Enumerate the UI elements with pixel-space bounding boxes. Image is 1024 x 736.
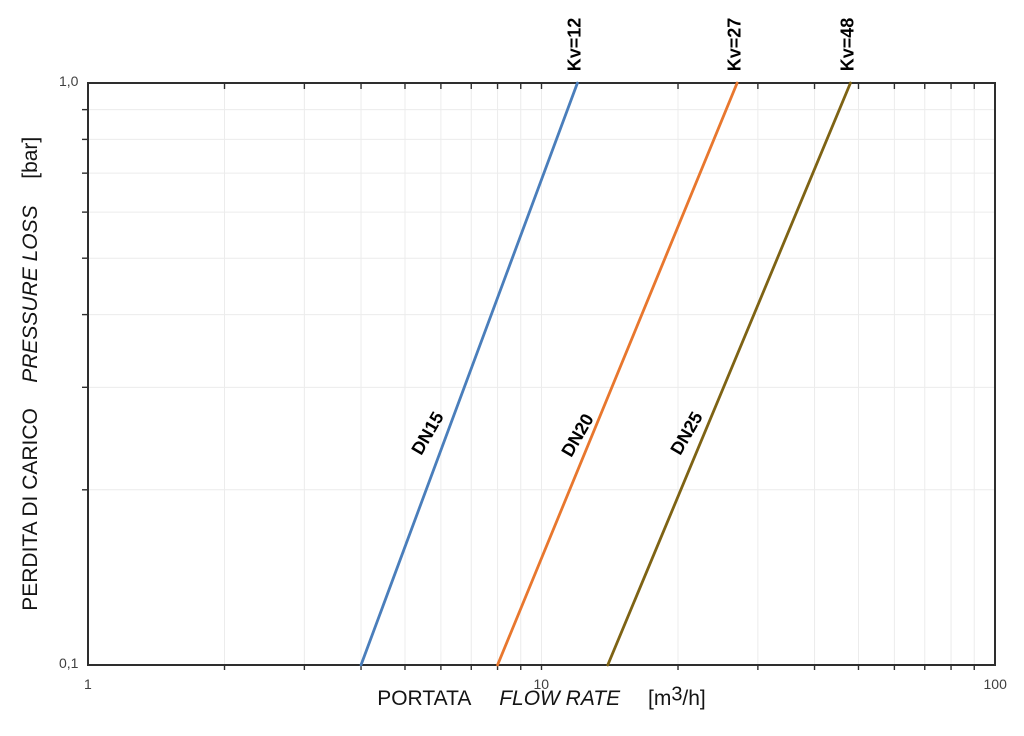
x-axis-title-italian: PORTATA [377,687,472,710]
y-axis-unit: [bar] [19,137,42,180]
y-axis-title-english: PRESSURE LOSS [19,204,42,383]
x-axis-unit-prefix: [m [647,687,672,710]
y-axis-title-italian: PERDITA DI CARICO [19,408,42,611]
plot-border [87,82,996,666]
kv-label-dn20: Kv=27 [724,17,745,71]
y-axis-title: PERDITA DI CARICO PRESSURE LOSS [bar] [10,83,52,665]
x-axis-unit-exponent: 3 [671,683,683,706]
x-tick-label-100: 100 [983,676,1007,692]
kv-label-dn25: Kv=48 [837,17,858,71]
series-line-dn25 [606,81,852,667]
x-axis-title-english: FLOW RATE [499,687,621,710]
series-line-dn15 [359,81,579,667]
x-axis-title: PORTATA FLOW RATE [m3/h] [88,683,995,711]
x-axis-unit-suffix: /h] [682,687,706,710]
x-axis-unit: [m3/h] [647,683,706,710]
x-tick-label-1: 1 [84,676,92,692]
kv-label-dn15: Kv=12 [564,17,585,71]
y-tick-label-1-0: 1,0 [59,73,79,89]
y-axis-title-text: PERDITA DI CARICO PRESSURE LOSS [bar] [19,127,43,621]
x-tick-label-10: 10 [533,676,550,692]
y-tick-label-0-1: 0,1 [59,655,79,671]
series-line-dn20 [496,81,739,667]
